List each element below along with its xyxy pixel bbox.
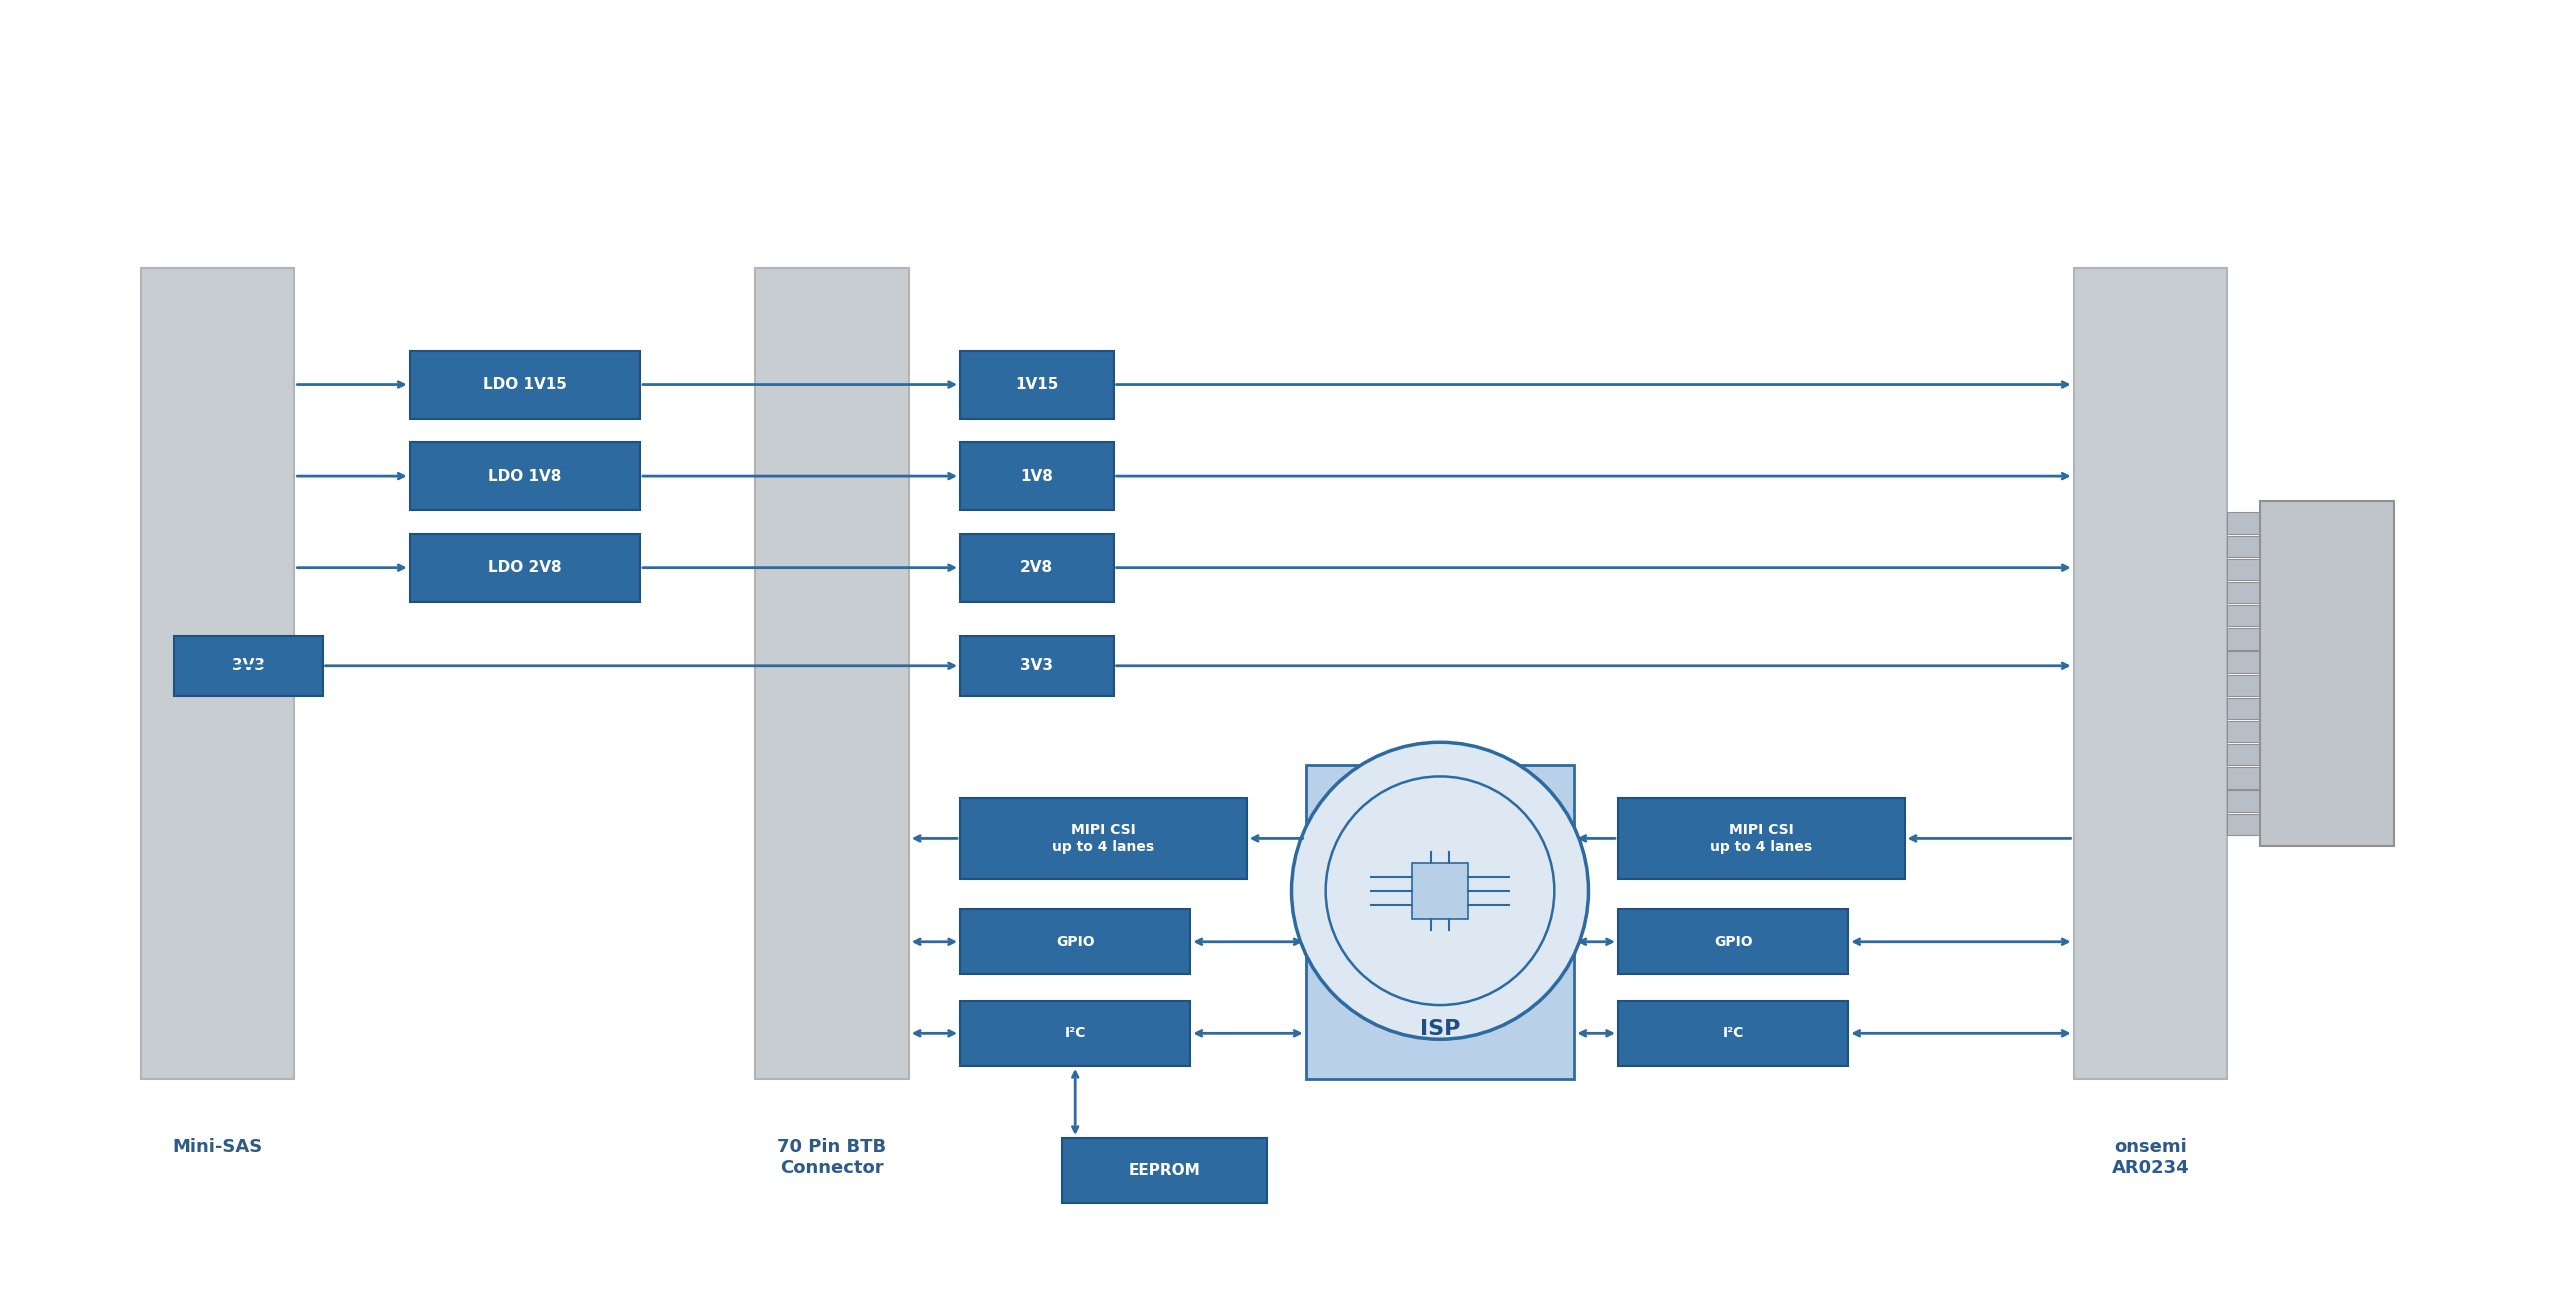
Bar	[141, 268, 294, 1079]
Text: I²C: I²C	[1065, 1027, 1085, 1040]
Text: EEPROM: EEPROM	[1129, 1163, 1201, 1179]
Bar	[1306, 765, 1574, 1079]
Bar	[960, 909, 1190, 974]
Text: 1V15: 1V15	[1016, 377, 1057, 392]
Text: I²C: I²C	[1723, 1027, 1743, 1040]
Bar	[410, 534, 640, 602]
Bar	[960, 442, 1114, 510]
Bar	[2227, 790, 2260, 812]
Bar	[2227, 628, 2260, 650]
Text: onsemi
AR0234: onsemi AR0234	[2112, 1138, 2189, 1177]
Text: GPIO: GPIO	[1713, 935, 1754, 948]
Bar	[174, 636, 323, 696]
Bar	[2074, 268, 2227, 1079]
Bar	[1618, 909, 1848, 974]
Text: MIPI CSI
up to 4 lanes: MIPI CSI up to 4 lanes	[1710, 823, 1812, 854]
Text: 2V8: 2V8	[1021, 560, 1052, 576]
Text: LDO 1V15: LDO 1V15	[484, 377, 566, 392]
Bar	[2227, 697, 2260, 719]
Text: GPIO: GPIO	[1055, 935, 1096, 948]
Text: 3V3: 3V3	[1021, 658, 1052, 674]
Bar	[2227, 535, 2260, 557]
Bar	[2227, 768, 2260, 789]
Bar	[410, 351, 640, 419]
Text: LDO 2V8: LDO 2V8	[489, 560, 561, 576]
Bar	[2227, 744, 2260, 765]
Bar	[2227, 651, 2260, 672]
Bar	[410, 442, 640, 510]
Bar	[2260, 501, 2394, 846]
Bar	[960, 534, 1114, 602]
Bar	[755, 268, 909, 1079]
Bar	[2227, 513, 2260, 534]
Bar	[1618, 1001, 1848, 1066]
Bar	[1062, 1138, 1267, 1203]
Text: 3V3: 3V3	[233, 658, 264, 674]
Text: ISP: ISP	[1421, 1019, 1459, 1039]
Text: LDO 1V8: LDO 1V8	[489, 468, 561, 484]
Bar	[960, 636, 1114, 696]
Bar	[2227, 814, 2260, 835]
Bar	[2227, 582, 2260, 603]
Bar	[960, 351, 1114, 419]
Bar	[960, 798, 1247, 879]
Bar	[2227, 606, 2260, 627]
Text: Mini-SAS: Mini-SAS	[172, 1138, 264, 1156]
Bar	[2227, 721, 2260, 742]
Text: MIPI CSI
up to 4 lanes: MIPI CSI up to 4 lanes	[1052, 823, 1155, 854]
Bar	[2227, 559, 2260, 579]
Bar	[960, 1001, 1190, 1066]
Text: 70 Pin BTB
Connector: 70 Pin BTB Connector	[778, 1138, 886, 1177]
Bar	[1413, 862, 1469, 920]
Bar	[2227, 675, 2260, 696]
Bar	[1618, 798, 1905, 879]
Text: 1V8: 1V8	[1021, 468, 1052, 484]
Ellipse shape	[1293, 742, 1587, 1040]
